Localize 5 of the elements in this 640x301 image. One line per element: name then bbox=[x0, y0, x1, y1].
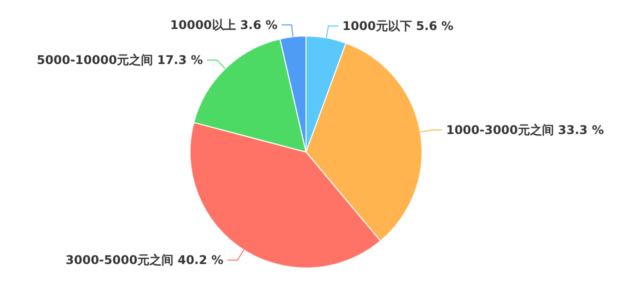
slice-label: 10000以上 3.6 % bbox=[170, 18, 278, 32]
slice-label: 5000-10000元之间 17.3 % bbox=[36, 53, 203, 68]
slice-label: 1000-3000元之间 33.3 % bbox=[446, 122, 604, 137]
slice-label: 3000-5000元之间 40.2 % bbox=[66, 253, 224, 268]
slice-label: 1000元以下 5.6 % bbox=[342, 18, 454, 33]
